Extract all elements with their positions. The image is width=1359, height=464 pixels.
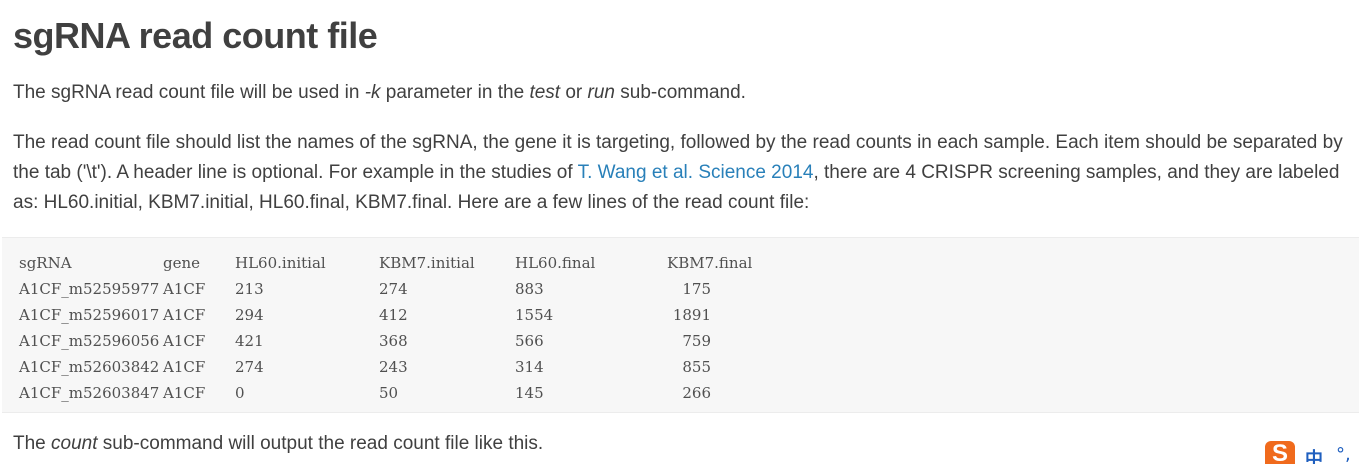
table-cell: A1CF_m52595977 <box>19 280 160 298</box>
table-cell: A1CF <box>163 384 206 402</box>
header-cell: gene <box>163 254 201 272</box>
table-cell: A1CF_m52596017 <box>19 306 160 324</box>
table-cell: 274 <box>235 358 264 376</box>
text-span: The <box>13 433 52 454</box>
table-cell: 566 <box>515 332 544 350</box>
table-cell: A1CF_m52603847 <box>19 384 160 402</box>
header-cell: HL60.initial <box>235 254 326 272</box>
table-cell: A1CF_m52596056 <box>19 332 160 350</box>
text-span: , there are 4 CRISPR screening samples, … <box>13 162 1340 213</box>
ime-punct-icon[interactable]: °, <box>1336 444 1351 464</box>
table-cell: A1CF <box>163 332 206 350</box>
header-cell: HL60.final <box>515 254 596 272</box>
table-cell: 175 <box>682 280 711 298</box>
table-cell: 243 <box>379 358 408 376</box>
param-k: -k <box>364 82 381 103</box>
text-span: sub-command will output the read count f… <box>97 433 544 454</box>
header-cell: KBM7.final <box>667 254 753 272</box>
sogou-logo-shape <box>1265 440 1295 464</box>
table-cell: 759 <box>682 332 711 350</box>
table-cell: 274 <box>379 280 408 298</box>
table-cell: 145 <box>515 384 544 402</box>
table-cell: 50 <box>379 384 399 402</box>
sogou-ime-icon[interactable] <box>1265 439 1299 464</box>
page-title: sgRNA read count file <box>13 15 378 56</box>
table-cell: 1554 <box>515 306 554 324</box>
text-span: sub-command. <box>614 82 746 103</box>
table-cell: 883 <box>515 280 544 298</box>
table-cell: 855 <box>682 358 711 376</box>
code-block: sgRNA gene HL60.initial KBM7.initial HL60.fi… <box>2 237 1359 413</box>
subcommand-count: count <box>51 433 98 454</box>
table-cell: 1891 <box>672 306 711 324</box>
table-cell: 368 <box>379 332 408 350</box>
subcommand-test: test <box>529 82 561 103</box>
table-cell: A1CF_m52603842 <box>19 358 160 376</box>
text-span: or <box>560 82 588 103</box>
table-cell: 294 <box>235 306 264 324</box>
table-cell: A1CF <box>163 280 206 298</box>
header-cell: sgRNA <box>19 254 72 272</box>
description-paragraph: The read count file should list the name… <box>13 128 1343 218</box>
table-cell: 314 <box>515 358 544 376</box>
table-cell: 412 <box>379 306 408 324</box>
table-cell: 213 <box>235 280 264 298</box>
subcommand-run: run <box>587 82 615 103</box>
text-span: parameter in the <box>380 82 530 103</box>
text-span: The sgRNA read count file will be used i… <box>13 82 365 103</box>
table-cell: A1CF <box>163 306 206 324</box>
count-paragraph: The count sub-command will output the re… <box>13 429 1343 459</box>
table-cell: 0 <box>235 384 245 402</box>
table-cell: A1CF <box>163 358 206 376</box>
intro-paragraph: The sgRNA read count file will be used i… <box>13 78 1343 108</box>
header-cell: KBM7.initial <box>379 254 475 272</box>
reference-link[interactable]: T. Wang et al. Science 2014 <box>577 162 814 183</box>
table-cell: 266 <box>682 384 711 402</box>
text-span: The read count file should list the name… <box>13 132 1343 183</box>
ime-mode-label[interactable]: 中 <box>1305 449 1323 464</box>
table-cell: 421 <box>235 332 264 350</box>
